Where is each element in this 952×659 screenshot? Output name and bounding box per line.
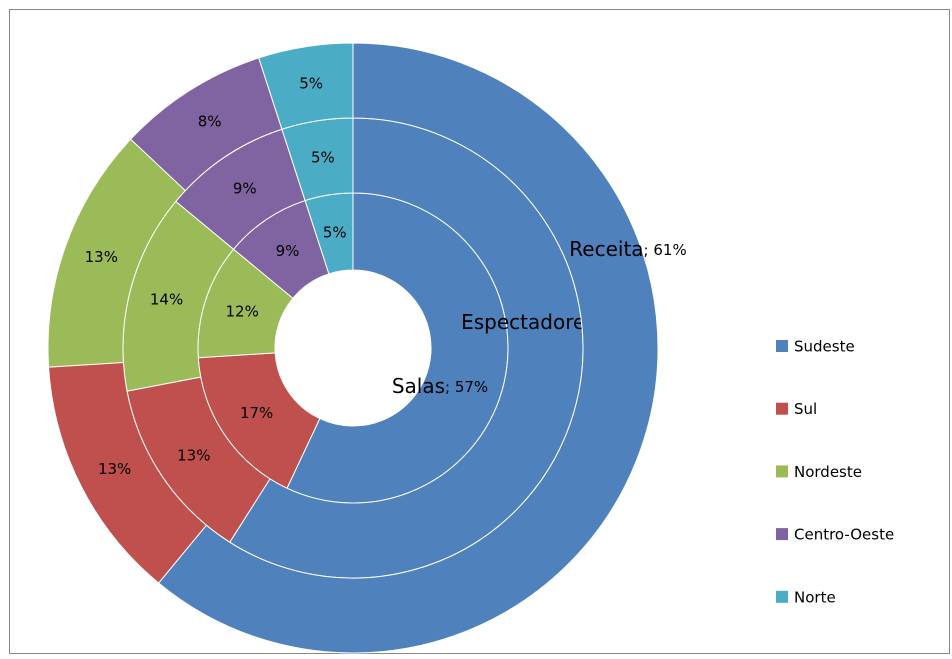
data-label: 8%	[198, 113, 222, 131]
data-label: Receita; 61%	[569, 237, 686, 261]
legend-swatch	[776, 590, 788, 603]
data-label: Salas; 57%	[392, 374, 488, 398]
legend-label: Norte	[794, 588, 836, 606]
data-label: 5%	[323, 223, 347, 241]
value-label: 61%	[653, 241, 686, 259]
legend-swatch	[776, 340, 788, 352]
data-label: 13%	[98, 460, 131, 478]
donut-segment	[258, 42, 354, 130]
label-separator: ;	[445, 378, 455, 396]
legend-label: Sudeste	[794, 338, 855, 356]
data-label: 17%	[240, 404, 273, 422]
donut-segment	[157, 42, 659, 654]
series-name: Salas	[392, 374, 445, 398]
data-label: 13%	[177, 447, 210, 465]
label-separator: ;	[644, 241, 654, 259]
value-label: 57%	[455, 378, 488, 396]
legend-swatch	[776, 528, 788, 541]
data-label: 5%	[311, 148, 335, 166]
legend-label: Sul	[794, 400, 817, 418]
data-label: 14%	[150, 291, 183, 309]
data-label: 9%	[276, 242, 300, 260]
legend-label: Nordeste	[794, 463, 862, 481]
series-name: Receita	[569, 237, 643, 261]
series-name: Espectadores	[461, 310, 596, 334]
data-label: 5%	[299, 74, 323, 92]
data-label: 9%	[233, 179, 257, 197]
data-label: 12%	[226, 302, 259, 320]
data-label: 13%	[85, 248, 118, 266]
legend-swatch	[776, 465, 788, 478]
legend-swatch	[776, 402, 788, 415]
legend-label: Centro-Oeste	[794, 526, 894, 544]
